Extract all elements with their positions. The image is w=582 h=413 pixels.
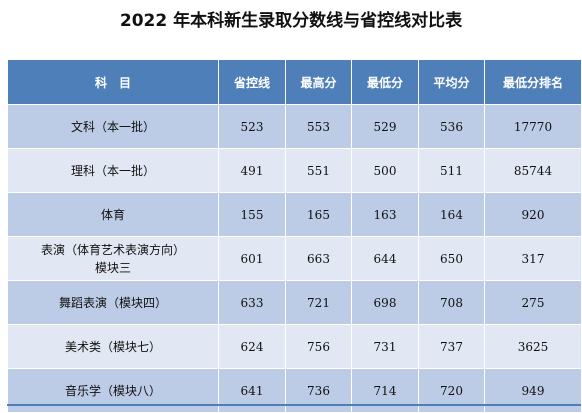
header-min-rank: 最低分排名 xyxy=(484,59,582,105)
cell-subject-line2: 模块三 xyxy=(94,260,131,275)
cell-control-line: 624 xyxy=(218,324,286,369)
score-comparison-table: 科 目 省控线 最高分 最低分 平均分 最低分排名 文科（本一批） 523 55… xyxy=(7,59,582,413)
cell-min-score: 529 xyxy=(351,104,419,149)
cell-subject: 美术类（模块七） xyxy=(7,324,219,369)
table-row: 体育 155 165 163 164 920 xyxy=(7,192,582,237)
cell-control-line: 633 xyxy=(218,280,286,325)
cell-avg-score: 536 xyxy=(418,104,485,149)
cell-min-score: 500 xyxy=(351,148,419,193)
cell-subject: 理科（本一批） xyxy=(7,148,219,193)
cell-avg-score: 650 xyxy=(418,236,485,281)
cell-min-score: 731 xyxy=(351,324,419,369)
cell-max-score: 721 xyxy=(285,280,352,325)
header-max-score: 最高分 xyxy=(285,59,352,105)
cell-min-rank: 317 xyxy=(484,236,582,281)
table-row: 美术类（模块七） 624 756 731 737 3625 xyxy=(7,324,582,369)
cell-min-rank: 275 xyxy=(484,280,582,325)
cell-min-rank: 17770 xyxy=(484,104,582,149)
table-header-row: 科 目 省控线 最高分 最低分 平均分 最低分排名 xyxy=(7,59,582,105)
cell-min-rank: 85744 xyxy=(484,148,582,193)
table-row: 舞蹈表演（模块四） 633 721 698 708 275 xyxy=(7,280,582,325)
cell-subject: 文科（本一批） xyxy=(7,104,219,149)
cell-control-line: 601 xyxy=(218,236,286,281)
header-subject: 科 目 xyxy=(7,59,219,105)
cell-min-rank: 3625 xyxy=(484,324,582,369)
cell-min-score: 644 xyxy=(351,236,419,281)
cell-max-score: 756 xyxy=(285,324,352,369)
cell-control-line: 491 xyxy=(218,148,286,193)
cell-min-score: 698 xyxy=(351,280,419,325)
cell-subject: 体育 xyxy=(7,192,219,237)
page-title: 2022 年本科新生录取分数线与省控线对比表 xyxy=(119,11,463,31)
header-control-line: 省控线 xyxy=(218,59,286,105)
cell-min-rank: 920 xyxy=(484,192,582,237)
cell-avg-score: 737 xyxy=(418,324,485,369)
cell-avg-score: 164 xyxy=(418,192,485,237)
table-row: 文科（本一批） 523 553 529 536 17770 xyxy=(7,104,582,149)
table-row: 理科（本一批） 491 551 500 511 85744 xyxy=(7,148,582,193)
cell-max-score: 165 xyxy=(285,192,352,237)
cell-subject-line1: 表演（体育艺术表演方向） xyxy=(40,242,185,257)
cell-max-score: 553 xyxy=(285,104,352,149)
cell-subject: 表演（体育艺术表演方向） 模块三 xyxy=(7,236,219,281)
cell-control-line: 523 xyxy=(218,104,286,149)
cell-max-score: 551 xyxy=(285,148,352,193)
cell-avg-score: 511 xyxy=(418,148,485,193)
table-row: 表演（体育艺术表演方向） 模块三 601 663 644 650 317 xyxy=(7,236,582,281)
cell-avg-score: 708 xyxy=(418,280,485,325)
header-min-score: 最低分 xyxy=(351,59,419,105)
cell-control-line: 155 xyxy=(218,192,286,237)
cell-subject: 舞蹈表演（模块四） xyxy=(7,280,219,325)
header-avg-score: 平均分 xyxy=(418,59,485,105)
table-bottom-rule xyxy=(7,404,581,406)
cell-min-score: 163 xyxy=(351,192,419,237)
cell-max-score: 663 xyxy=(285,236,352,281)
